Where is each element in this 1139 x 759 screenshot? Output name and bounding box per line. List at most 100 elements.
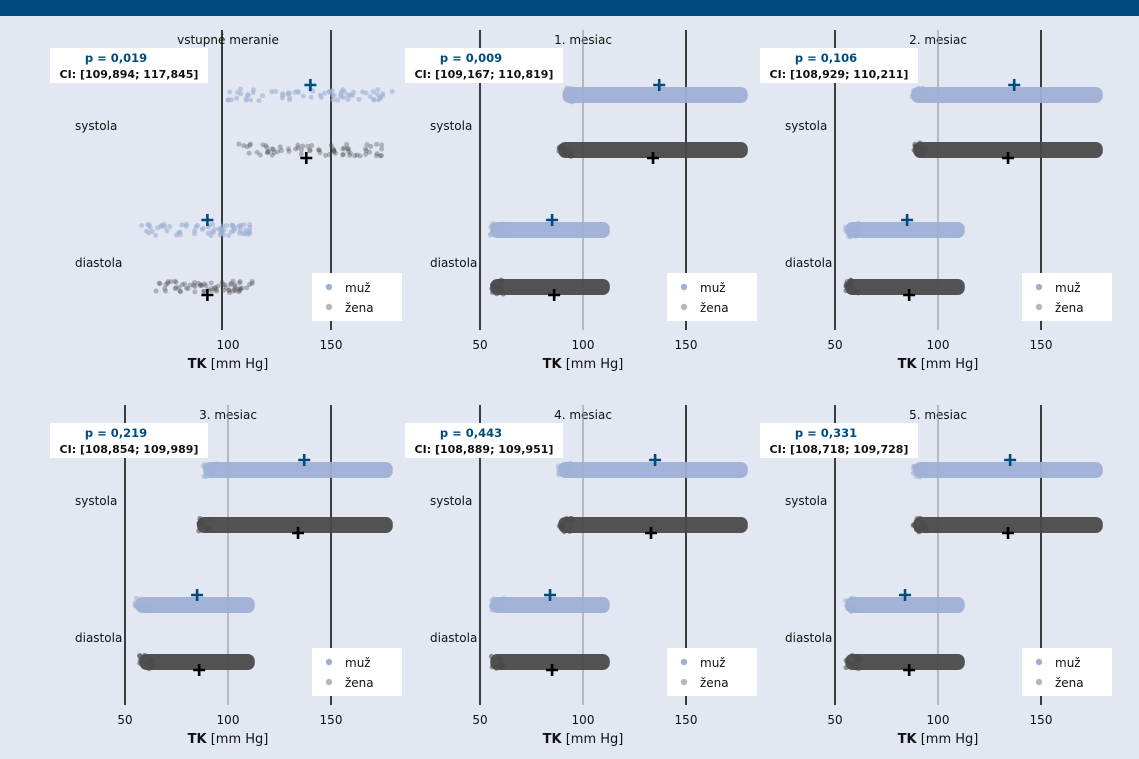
- x-axis-label: TK [mm Hg]: [543, 357, 624, 372]
- data-point: [918, 146, 925, 152]
- legend-label-male: muž: [1055, 656, 1081, 670]
- data-point: [230, 278, 236, 284]
- data-point: [153, 288, 159, 294]
- data-point: [155, 225, 161, 231]
- legend-box: [667, 273, 757, 321]
- data-point: [246, 150, 252, 156]
- data-point: [920, 85, 926, 91]
- confidence-interval: CI: [108,718; 109,728]: [770, 443, 909, 456]
- data-point: [201, 461, 208, 468]
- x-tick-label: 100: [927, 713, 950, 727]
- data-point: [375, 97, 381, 103]
- x-tick-label: 150: [320, 338, 343, 352]
- x-tick-label: 100: [217, 338, 240, 352]
- data-point: [924, 528, 930, 534]
- data-point: [227, 89, 233, 95]
- data-point: [285, 146, 291, 152]
- data-point: [249, 278, 255, 284]
- data-point: [490, 657, 496, 663]
- data-point: [843, 283, 849, 289]
- data-point: [199, 283, 205, 289]
- data-point: [256, 98, 262, 104]
- data-point: [254, 149, 260, 155]
- data-point: [501, 221, 507, 227]
- data-point: [912, 463, 918, 469]
- data-point: [237, 286, 243, 292]
- data-point: [493, 285, 500, 291]
- data-point: [269, 152, 275, 158]
- data-point: [222, 282, 228, 288]
- series-band-diastola: [845, 597, 965, 613]
- x-tick-label: 100: [572, 338, 595, 352]
- mean-marker: [899, 589, 912, 601]
- data-point: [500, 662, 506, 668]
- data-point: [146, 222, 152, 228]
- data-point: [172, 278, 178, 284]
- data-point: [237, 279, 243, 285]
- data-point: [330, 97, 336, 103]
- data-point: [139, 600, 145, 607]
- data-point: [357, 153, 363, 159]
- series-band-diastola: [845, 654, 965, 670]
- data-point: [150, 662, 156, 668]
- data-point: [914, 87, 920, 93]
- data-point: [182, 281, 188, 287]
- data-point: [569, 149, 575, 155]
- series-band-systola: [913, 517, 1103, 533]
- data-point: [177, 288, 183, 294]
- stats-box: [405, 423, 563, 458]
- mean-marker: [647, 152, 660, 164]
- row-label-systola: systola: [75, 494, 117, 508]
- data-point: [340, 152, 346, 158]
- data-point: [368, 143, 374, 149]
- data-point: [370, 89, 376, 95]
- mean-marker: [546, 214, 559, 226]
- legend-label-male: muž: [345, 656, 371, 670]
- data-point: [213, 461, 220, 467]
- mean-marker: [901, 214, 914, 226]
- data-point: [212, 285, 218, 291]
- data-point: [243, 227, 249, 233]
- data-point: [139, 223, 145, 229]
- data-point: [298, 147, 304, 153]
- data-point: [380, 91, 386, 97]
- data-point: [263, 143, 269, 149]
- data-point: [340, 95, 346, 101]
- data-point: [367, 94, 373, 100]
- data-point: [556, 145, 562, 151]
- data-point: [843, 287, 849, 294]
- x-axis-label-bold: TK: [543, 357, 563, 372]
- x-tick-label: 150: [320, 713, 343, 727]
- data-point: [923, 462, 930, 468]
- data-point: [197, 283, 203, 289]
- data-point: [292, 89, 298, 95]
- series-band-systola: [197, 517, 393, 533]
- data-point: [215, 283, 221, 289]
- p-value: p = 0,106: [795, 51, 857, 65]
- data-point: [345, 97, 351, 103]
- data-point: [847, 602, 853, 608]
- data-point: [238, 286, 244, 292]
- data-point: [570, 98, 576, 104]
- data-point: [212, 226, 218, 232]
- data-point: [295, 142, 301, 148]
- row-label-diastola: diastola: [75, 256, 122, 270]
- p-value: p = 0,219: [85, 426, 147, 440]
- data-point: [238, 91, 244, 97]
- row-label-diastola: diastola: [785, 631, 832, 645]
- mean-marker: [653, 79, 666, 91]
- data-point: [226, 287, 232, 293]
- p-value: p = 0,019: [85, 51, 147, 65]
- p-value: p = 0,009: [440, 51, 502, 65]
- data-point: [219, 279, 225, 285]
- data-point: [191, 280, 197, 286]
- mean-marker: [298, 454, 311, 466]
- data-point: [228, 280, 234, 286]
- data-point: [143, 603, 149, 609]
- data-point: [279, 91, 285, 97]
- data-point: [236, 223, 242, 229]
- data-point: [278, 148, 284, 154]
- series-band-diastola: [490, 222, 610, 238]
- data-point: [192, 283, 198, 289]
